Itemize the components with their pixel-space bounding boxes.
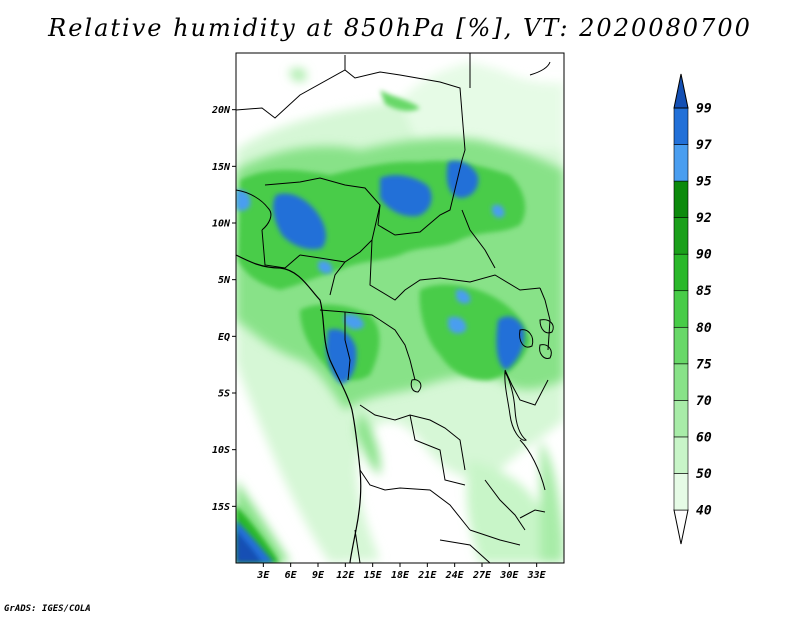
lon-tick-label: 6E	[285, 570, 298, 581]
colorbar-label: 90	[696, 248, 712, 263]
lon-tick-label: 21E	[417, 570, 437, 581]
colorbar-segment	[673, 217, 689, 255]
lon-tick-label: 30E	[499, 570, 519, 581]
colorbar-segment	[673, 436, 689, 474]
colorbar-segment	[673, 363, 689, 401]
colorbar-label: 70	[696, 394, 712, 409]
colorbar: 40 50 60 70 75 80 85 90 92 95 97 99	[673, 73, 712, 545]
lon-tick-label: 12E	[336, 570, 355, 581]
lat-tick-label: 15S	[212, 502, 230, 513]
colorbar-segment	[673, 144, 689, 182]
lon-tick-label: 27E	[472, 570, 492, 581]
lat-tick-label: 5S	[218, 389, 230, 400]
latitude-axis: 20N 15N 10N 5N EQ 5S 10S 15S	[211, 105, 236, 513]
colorbar-segment	[673, 180, 689, 218]
colorbar-segment	[673, 290, 689, 328]
colorbar-label: 85	[696, 284, 712, 299]
colorbar-segment	[673, 473, 689, 511]
lon-tick-label: 24E	[445, 570, 465, 581]
lon-tick-label: 3E	[256, 570, 270, 581]
colorbar-label: 80	[696, 321, 712, 336]
lat-tick-label: 20N	[211, 105, 231, 116]
lat-tick-label: 10N	[212, 219, 231, 230]
lon-tick-label: 33E	[527, 570, 547, 581]
humidity-field	[236, 53, 564, 563]
colorbar-segment	[673, 326, 689, 365]
colorbar-label: 75	[696, 357, 712, 372]
grads-credit: GrADS: IGES/COLA	[4, 604, 91, 614]
lat-tick-label: 15N	[212, 162, 231, 173]
colorbar-arrow-low	[673, 509, 689, 545]
colorbar-label: 50	[696, 467, 712, 482]
lon-tick-label: 18E	[391, 570, 410, 581]
lat-tick-label: 5N	[218, 275, 231, 286]
colorbar-label: 40	[696, 504, 712, 519]
colorbar-label: 97	[696, 138, 712, 153]
colorbar-arrow-high	[673, 73, 689, 109]
longitude-axis: 3E 6E 9E 12E 15E 18E 21E 24E 27E 30E 33E	[256, 563, 547, 581]
colorbar-label: 95	[696, 175, 712, 190]
lon-tick-label: 15E	[364, 570, 383, 581]
colorbar-label: 60	[696, 430, 712, 445]
lat-tick-label: EQ	[218, 332, 230, 343]
lat-tick-label: 10S	[212, 445, 230, 456]
colorbar-label: 99	[696, 102, 712, 117]
colorbar-segment	[673, 400, 689, 438]
lon-tick-label: 9E	[312, 570, 325, 581]
map-title: Relative humidity at 850hPa [%], VT: 202…	[48, 14, 752, 42]
colorbar-label: 92	[696, 211, 712, 226]
country-borders	[236, 53, 551, 563]
colorbar-segment	[673, 253, 689, 292]
lakes	[410, 61, 554, 491]
coastline	[236, 254, 362, 563]
colorbar-segment	[673, 107, 689, 145]
